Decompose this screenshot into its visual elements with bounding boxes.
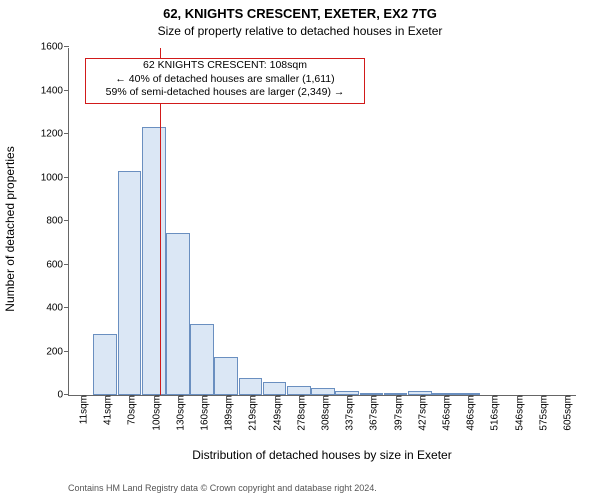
histogram-bar bbox=[190, 324, 214, 395]
x-tick-label: 160sqm bbox=[194, 395, 211, 431]
x-tick-label: 249sqm bbox=[266, 395, 283, 431]
x-tick-mark bbox=[565, 395, 566, 400]
x-tick-label: 219sqm bbox=[242, 395, 259, 431]
y-tick-label: 1200 bbox=[41, 129, 69, 140]
histogram-bar bbox=[142, 127, 166, 395]
histogram-bar bbox=[287, 386, 311, 395]
y-tick-mark bbox=[64, 46, 69, 47]
y-tick-label: 0 bbox=[57, 390, 69, 401]
x-tick-mark bbox=[371, 395, 372, 400]
x-tick-mark bbox=[81, 395, 82, 400]
x-tick-mark bbox=[492, 395, 493, 400]
chart-subtitle: Size of property relative to detached ho… bbox=[0, 24, 600, 38]
x-tick-mark bbox=[541, 395, 542, 400]
histogram-bar bbox=[166, 233, 190, 395]
x-tick-mark bbox=[444, 395, 445, 400]
annotation-line-1: 62 KNIGHTS CRESCENT: 108sqm bbox=[86, 59, 364, 73]
x-tick-mark bbox=[468, 395, 469, 400]
y-tick-label: 1600 bbox=[41, 42, 69, 53]
y-tick-mark bbox=[64, 307, 69, 308]
histogram-bar bbox=[263, 382, 287, 395]
x-tick-mark bbox=[323, 395, 324, 400]
y-tick-mark bbox=[64, 90, 69, 91]
y-tick-label: 400 bbox=[46, 303, 69, 314]
x-tick-label: 100sqm bbox=[145, 395, 162, 431]
x-tick-label: 486sqm bbox=[460, 395, 477, 431]
x-tick-label: 367sqm bbox=[363, 395, 380, 431]
y-axis-label: Number of detached properties bbox=[3, 55, 17, 403]
x-tick-mark bbox=[347, 395, 348, 400]
annotation-line-2: ← 40% of detached houses are smaller (1,… bbox=[86, 73, 364, 87]
y-tick-mark bbox=[64, 264, 69, 265]
x-tick-mark bbox=[105, 395, 106, 400]
x-tick-mark bbox=[178, 395, 179, 400]
x-tick-mark bbox=[517, 395, 518, 400]
x-tick-label: 605sqm bbox=[556, 395, 573, 431]
histogram-bar bbox=[93, 334, 117, 395]
x-tick-mark bbox=[396, 395, 397, 400]
x-tick-label: 189sqm bbox=[218, 395, 235, 431]
y-tick-label: 600 bbox=[46, 259, 69, 270]
chart-title: 62, KNIGHTS CRESCENT, EXETER, EX2 7TG bbox=[0, 6, 600, 21]
x-tick-label: 130sqm bbox=[169, 395, 186, 431]
x-tick-mark bbox=[275, 395, 276, 400]
y-tick-label: 1000 bbox=[41, 172, 69, 183]
footer-line-1: Contains HM Land Registry data © Crown c… bbox=[68, 483, 412, 494]
x-tick-label: 397sqm bbox=[387, 395, 404, 431]
histogram-bar bbox=[118, 171, 142, 395]
x-tick-label: 337sqm bbox=[339, 395, 356, 431]
y-tick-mark bbox=[64, 351, 69, 352]
histogram-bar bbox=[239, 378, 263, 395]
annotation-box: 62 KNIGHTS CRESCENT: 108sqm ← 40% of det… bbox=[85, 58, 365, 104]
y-tick-label: 800 bbox=[46, 216, 69, 227]
x-tick-mark bbox=[226, 395, 227, 400]
x-tick-label: 278sqm bbox=[290, 395, 307, 431]
x-tick-label: 516sqm bbox=[484, 395, 501, 431]
y-tick-mark bbox=[64, 177, 69, 178]
x-tick-mark bbox=[202, 395, 203, 400]
x-tick-mark bbox=[299, 395, 300, 400]
y-tick-mark bbox=[64, 220, 69, 221]
x-tick-mark bbox=[129, 395, 130, 400]
annotation-line-3: 59% of semi-detached houses are larger (… bbox=[86, 86, 364, 100]
x-axis-label: Distribution of detached houses by size … bbox=[68, 448, 576, 462]
x-tick-label: 575sqm bbox=[532, 395, 549, 431]
x-tick-mark bbox=[154, 395, 155, 400]
y-tick-label: 1400 bbox=[41, 85, 69, 96]
histogram-bar bbox=[214, 357, 238, 395]
x-tick-label: 456sqm bbox=[435, 395, 452, 431]
y-tick-label: 200 bbox=[46, 346, 69, 357]
y-tick-mark bbox=[64, 394, 69, 395]
y-tick-mark bbox=[64, 133, 69, 134]
x-tick-label: 427sqm bbox=[411, 395, 428, 431]
footer-attribution: Contains HM Land Registry data © Crown c… bbox=[68, 472, 412, 500]
x-tick-mark bbox=[250, 395, 251, 400]
x-tick-label: 308sqm bbox=[315, 395, 332, 431]
x-tick-mark bbox=[420, 395, 421, 400]
x-tick-label: 546sqm bbox=[508, 395, 525, 431]
